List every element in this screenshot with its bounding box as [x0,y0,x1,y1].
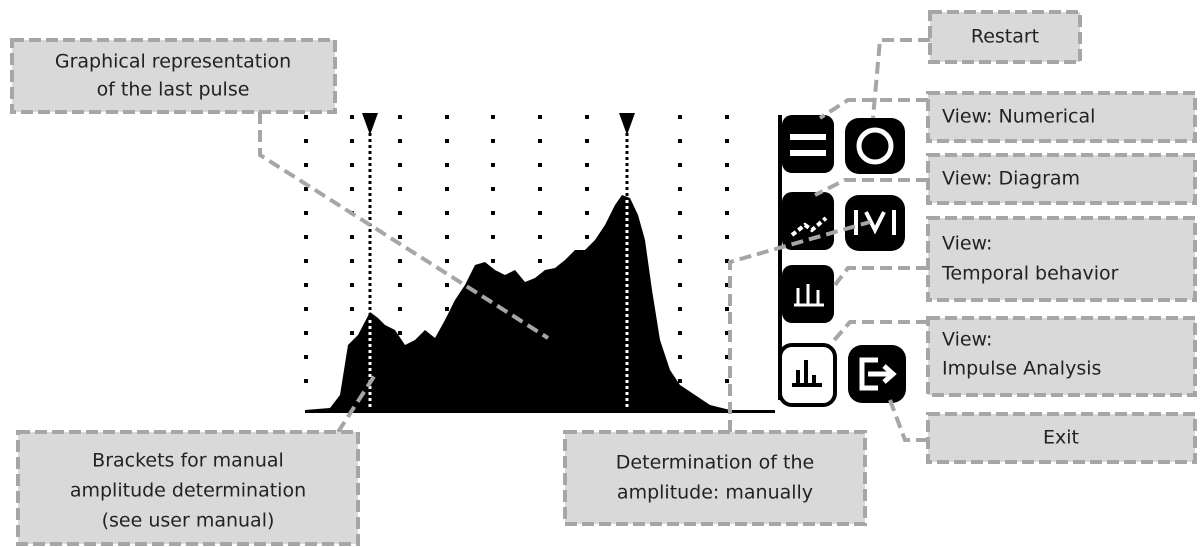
callout-text: Impulse Analysis [942,358,1101,380]
diagram-button[interactable] [845,195,905,251]
callout-box [926,412,1197,464]
callout-text: Determination of the [616,452,814,474]
callout-box [10,38,337,114]
callouts: Graphical representation of the last pul… [10,10,1197,546]
callout-box [928,10,1082,64]
callout-text: View: [942,329,992,351]
callout-text: Temporal behavior [941,263,1119,285]
callout-text: View: Numerical [942,106,1095,128]
brackets [362,113,635,410]
callout-text: amplitude: manually [617,482,813,504]
tab-diagram[interactable] [782,192,834,250]
callout-text: (see user manual) [102,510,275,532]
callout-text: View: [942,233,992,255]
callout-text: Restart [971,26,1039,48]
callout-text: Exit [1043,427,1079,449]
callout-text: View: Diagram [942,168,1080,190]
callout-text: of the last pulse [97,79,250,101]
callout-box [926,91,1197,143]
callout-text: amplitude determination [70,480,306,502]
pulse-histogram [305,195,775,413]
callout-box [926,316,1197,397]
callout-text: Brackets for manual [92,450,284,472]
tabs [778,115,837,407]
callout-box [926,153,1197,205]
callout-box [926,216,1197,302]
leaders [258,38,930,442]
tab-numerical[interactable] [782,115,834,173]
callout-box [16,430,360,546]
buttons [845,118,906,403]
callout-text: Graphical representation [55,51,291,73]
callout-box [563,430,867,526]
